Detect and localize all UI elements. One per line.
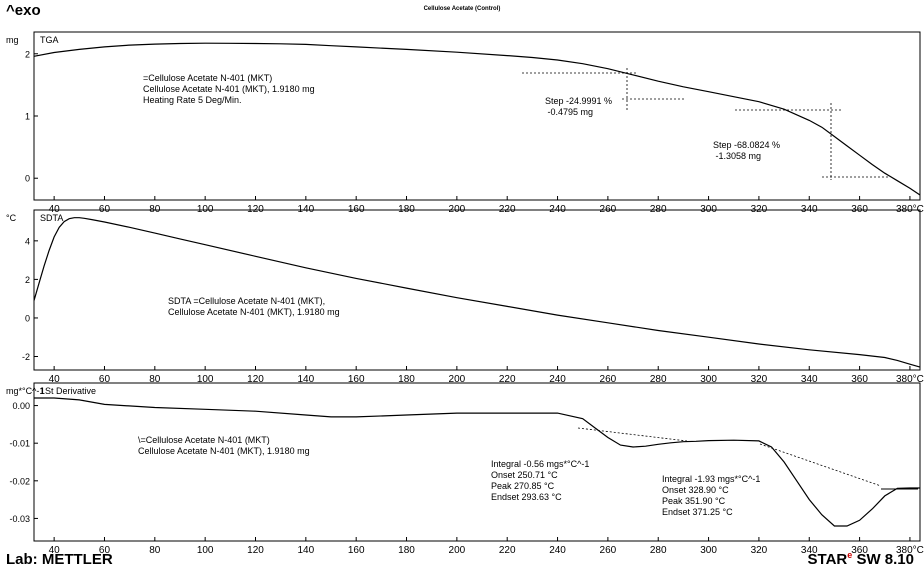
annotation-line-2-1-2: Peak 270.85 °C	[491, 481, 555, 491]
x-tick-label-1-8: 200	[449, 374, 466, 385]
software-label: STARe SW 8.10	[808, 550, 914, 568]
curve-name-1: SDTA	[40, 213, 63, 223]
series-line-2-0	[34, 397, 920, 527]
annotation-line-0-1-0: Step -24.9991 %	[545, 96, 612, 106]
x-tick-label-1-6: 160	[348, 374, 365, 385]
x-tick-label-1-13: 300	[700, 374, 717, 385]
annotation-line-2-0-1: Cellulose Acetate N-401 (MKT), 1.9180 mg	[138, 446, 310, 456]
panel-frame-0	[33, 31, 921, 201]
annotation-2-0: \=Cellulose Acetate N-401 (MKT) Cellulose…	[138, 435, 310, 456]
annotation-line-2-2-3: Endset 371.25 °C	[662, 507, 733, 517]
curve-name-2: 1St Derivative	[40, 386, 96, 396]
deriv-peak2-baseline	[759, 443, 882, 487]
y-tick-label-0-1: 1	[25, 112, 30, 122]
software-sup: e	[847, 550, 853, 560]
annotation-line-0-1-1: -0.4795 mg	[545, 107, 593, 117]
y-tick-label-1-3: 4	[25, 236, 30, 246]
x-tick-label-1-9: 220	[499, 374, 516, 385]
x-tick-label-2-4: 120	[247, 545, 264, 556]
y-tick-label-2-3: -0.03	[9, 514, 30, 524]
x-tick-label-1-14: 320	[751, 374, 768, 385]
annotation-line-2-2-0: Integral -1.93 mgs*°C^-1	[662, 474, 760, 484]
x-tick-label-1-12: 280	[650, 374, 667, 385]
y-tick-label-1-0: -2	[22, 352, 30, 362]
annotation-line-2-1-3: Endset 293.63 °C	[491, 492, 562, 502]
annotation-line-0-0-0: =Cellulose Acetate N-401 (MKT)	[143, 73, 272, 83]
x-tick-label-2-8: 200	[449, 545, 466, 556]
deriv-peak1-baseline	[577, 427, 688, 442]
x-tick-label-1-4: 120	[247, 374, 264, 385]
unit-label-0: mg	[6, 35, 19, 45]
x-tick-label-1-2: 80	[149, 374, 161, 385]
x-tick-label-2-17: 380°C	[896, 545, 924, 556]
x-tick-label-1-0: 40	[49, 374, 61, 385]
annotation-0-1: Step -24.9991 % -0.4795 mg	[545, 96, 612, 117]
y-tick-label-0-2: 2	[25, 49, 30, 59]
panel-frame-1	[33, 209, 921, 371]
x-tick-label-2-10: 240	[549, 545, 566, 556]
annotation-0-2: Step -68.0824 % -1.3058 mg	[713, 140, 780, 161]
annotation-line-2-1-0: Integral -0.56 mgs*°C^-1	[491, 459, 589, 469]
x-tick-label-2-2: 80	[149, 545, 161, 556]
annotation-line-2-1-1: Onset 250.71 °C	[491, 470, 558, 480]
exo-label: ^exo	[6, 2, 41, 19]
unit-label-2: mg*°C^-1	[6, 386, 44, 396]
x-tick-label-2-6: 160	[348, 545, 365, 556]
x-tick-label-1-7: 180	[398, 374, 415, 385]
x-tick-label-1-3: 100	[197, 374, 214, 385]
annotation-2-2: Integral -1.93 mgs*°C^-1 Onset 328.90 °C P…	[662, 474, 760, 517]
x-tick-label-2-7: 180	[398, 545, 415, 556]
annotation-line-1-0-1: Cellulose Acetate N-401 (MKT), 1.9180 mg	[168, 307, 340, 317]
lab-label: Lab: METTLER	[6, 551, 113, 568]
x-tick-label-2-16: 360	[851, 545, 868, 556]
x-tick-label-2-0: 40	[49, 545, 61, 556]
x-tick-label-2-5: 140	[297, 545, 314, 556]
panel-frame-2	[33, 382, 921, 542]
y-tick-label-2-2: -0.02	[9, 476, 30, 486]
y-tick-label-1-1: 0	[25, 313, 30, 323]
annotation-0-0: =Cellulose Acetate N-401 (MKT) Cellulose …	[143, 73, 315, 105]
annotation-2-1: Integral -0.56 mgs*°C^-1 Onset 250.71 °C P…	[491, 459, 589, 502]
x-tick-label-1-10: 240	[549, 374, 566, 385]
annotation-line-2-2-1: Onset 328.90 °C	[662, 485, 729, 495]
software-brand: STAR	[807, 551, 848, 568]
x-tick-label-2-15: 340	[801, 545, 818, 556]
software-version: SW 8.10	[852, 551, 914, 568]
x-tick-label-2-1: 60	[99, 545, 111, 556]
y-tick-label-2-1: -0.01	[9, 439, 30, 449]
annotation-line-2-0-0: \=Cellulose Acetate N-401 (MKT)	[138, 435, 270, 445]
x-tick-label-2-13: 300	[700, 545, 717, 556]
x-tick-label-2-9: 220	[499, 545, 516, 556]
annotation-line-0-0-1: Cellulose Acetate N-401 (MKT), 1.9180 mg	[143, 84, 315, 94]
x-tick-label-1-11: 260	[600, 374, 617, 385]
x-tick-label-2-12: 280	[650, 545, 667, 556]
x-tick-label-2-14: 320	[751, 545, 768, 556]
x-tick-label-1-15: 340	[801, 374, 818, 385]
curve-name-0: TGA	[40, 35, 59, 45]
y-tick-label-2-0: 0.00	[12, 401, 30, 411]
x-tick-label-2-11: 260	[600, 545, 617, 556]
figure-title: Cellulose Acetate (Control)	[423, 6, 501, 12]
series-line-1-0	[33, 217, 921, 368]
annotation-line-1-0-0: SDTA =Cellulose Acetate N-401 (MKT),	[168, 296, 325, 306]
x-tick-label-1-5: 140	[297, 374, 314, 385]
unit-label-1: °C	[6, 213, 17, 223]
annotation-line-0-2-0: Step -68.0824 %	[713, 140, 780, 150]
y-tick-label-0-0: 0	[25, 174, 30, 184]
x-tick-label-2-3: 100	[197, 545, 214, 556]
series-line-0-0	[33, 42, 921, 196]
annotation-line-0-0-3: Heating Rate 5 Deg/Min.	[143, 95, 242, 105]
annotation-line-0-2-1: -1.3058 mg	[713, 151, 761, 161]
y-tick-label-1-2: 2	[25, 275, 30, 285]
x-tick-label-1-16: 360	[851, 374, 868, 385]
x-tick-label-1-1: 60	[99, 374, 111, 385]
annotation-1-0: SDTA =Cellulose Acetate N-401 (MKT), Cell…	[168, 296, 340, 317]
x-tick-label-1-17: 380°C	[896, 374, 924, 385]
annotation-line-2-2-2: Peak 351.90 °C	[662, 496, 726, 506]
